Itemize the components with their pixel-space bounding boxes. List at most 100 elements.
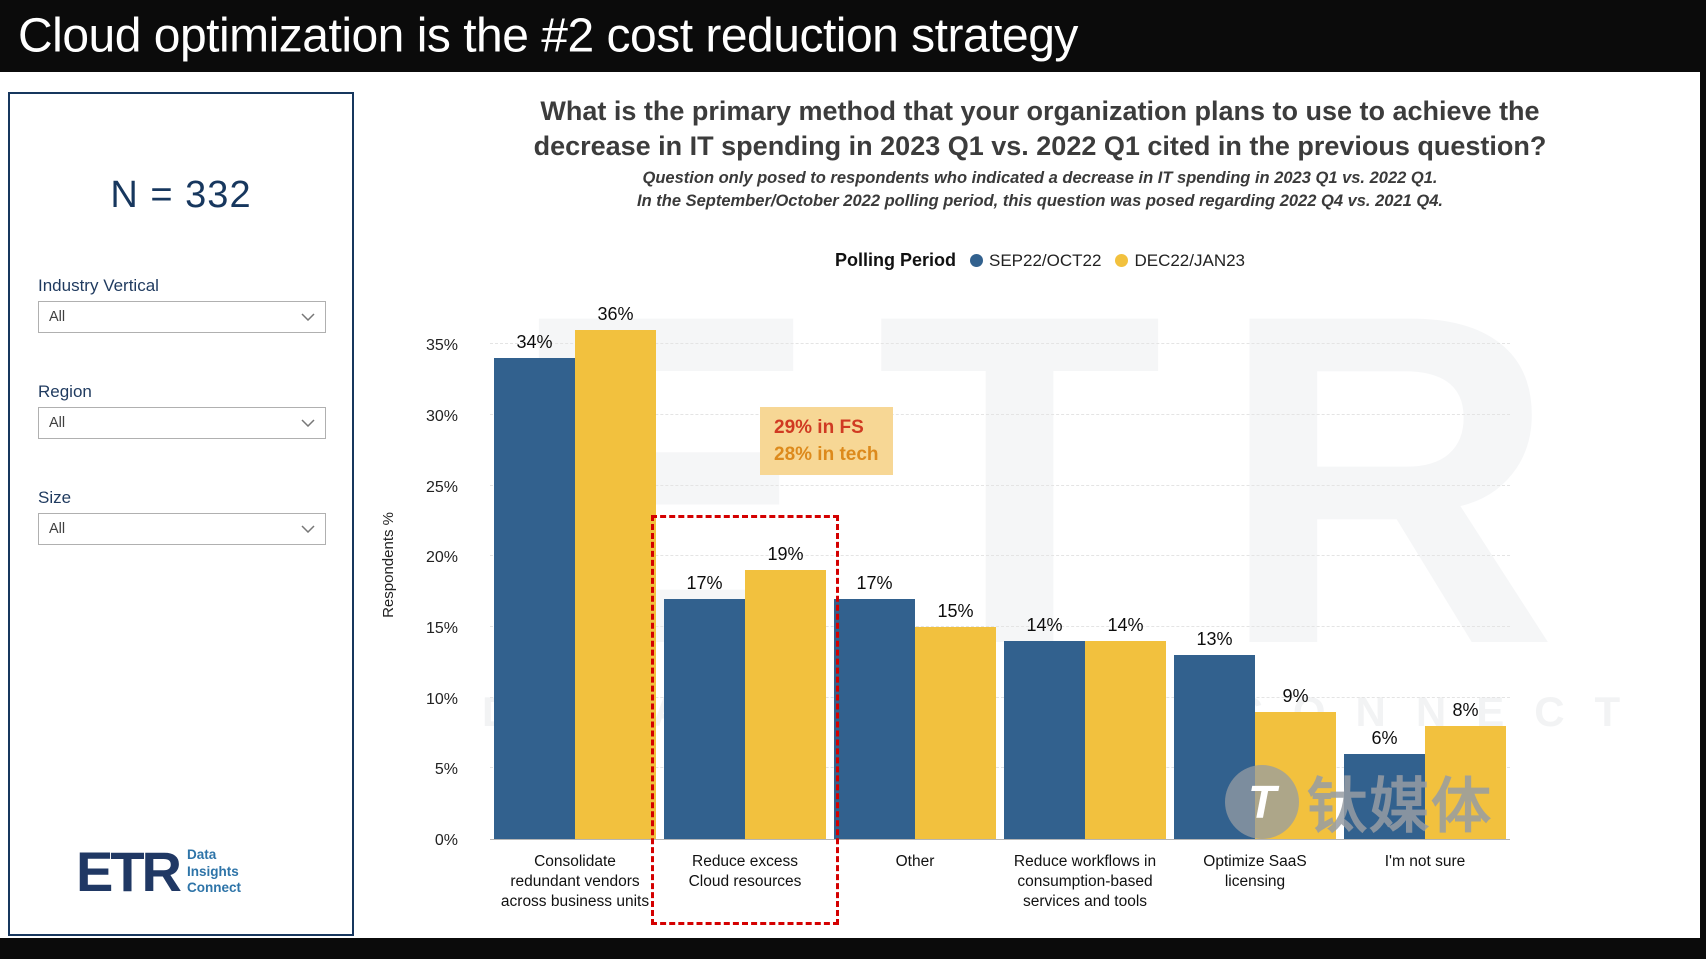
y-tick-label: 30% <box>425 408 458 425</box>
bar-dec22-jan23[interactable] <box>1085 641 1166 839</box>
legend-title: Polling Period <box>834 250 956 270</box>
category-label: Other <box>895 853 935 870</box>
bar-value-label: 14% <box>1107 615 1144 636</box>
bar-dec22-jan23[interactable] <box>915 627 996 839</box>
bar-group: 34% 36% <box>490 304 660 839</box>
chart-subtitle: Question only posed to respondents who i… <box>400 167 1680 213</box>
bar-value-label: 6% <box>1371 728 1398 749</box>
bar-value-label: 8% <box>1452 699 1479 720</box>
tagline-line: Connect <box>187 880 241 896</box>
bar-dec22-jan23[interactable] <box>745 570 826 839</box>
bar-value-label: 14% <box>1026 615 1063 636</box>
chart-subtitle-line2: In the September/October 2022 polling pe… <box>637 192 1443 210</box>
bar-wrap: 14% <box>1085 615 1166 839</box>
y-tick-label: 25% <box>425 478 458 496</box>
y-tick-label: 0% <box>434 832 458 849</box>
banner-title: Cloud optimization is the #2 cost reduct… <box>18 9 1078 63</box>
bar-sep22-oct22[interactable] <box>1004 641 1085 839</box>
annotation-callout: 29% in FS 28% in tech <box>760 407 893 475</box>
bar-wrap: 36% <box>575 304 656 839</box>
filter-label-industry-vertical: Industry Vertical <box>38 276 159 295</box>
chart-subtitle-line1: Question only posed to respondents who i… <box>642 169 1438 187</box>
legend: Polling Period SEP22/OCT22 DEC22/JAN23 <box>400 250 1680 271</box>
bar-wrap: 8% <box>1425 700 1506 839</box>
y-axis-label: Respondents % <box>380 512 397 618</box>
bar-value-label: 36% <box>597 304 634 325</box>
watermark-tmtpost: T 钛媒体 <box>1225 758 1493 845</box>
bar-sep22-oct22[interactable] <box>1344 754 1425 839</box>
y-tick-label: 15% <box>425 620 458 637</box>
chevron-down-icon <box>301 520 315 538</box>
bar-wrap: 17% <box>834 573 915 839</box>
region-dropdown[interactable]: All <box>38 407 326 439</box>
y-tick-label: 35% <box>425 337 458 355</box>
bar-group: 17% 19% <box>660 310 830 839</box>
industry-vertical-value: All <box>49 309 66 325</box>
chart-title-line1: What is the primary method that your org… <box>540 96 1540 126</box>
bar-value-label: 9% <box>1282 685 1309 706</box>
category-axis: Consolidate redundant vendors across bus… <box>490 852 1510 912</box>
legend-dot-blue-icon <box>970 254 983 267</box>
legend-label: SEP22/OCT22 <box>989 250 1102 270</box>
bar-wrap: 34% <box>494 332 575 839</box>
region-value: All <box>49 415 66 431</box>
annotation-line-2: 28% in tech <box>774 444 879 465</box>
chart-title: What is the primary method that your org… <box>400 94 1680 164</box>
gridline <box>490 555 1510 557</box>
tagline-line: Data <box>187 846 217 862</box>
bar-value-label: 34% <box>516 332 553 353</box>
y-tick-label: 20% <box>425 549 458 567</box>
bar-sep22-oct22[interactable] <box>494 358 575 839</box>
sample-size: N = 332 <box>110 174 252 216</box>
gridline <box>490 626 1510 627</box>
size-dropdown[interactable]: All <box>38 513 326 545</box>
chevron-down-icon <box>301 414 315 432</box>
tmtpost-logo-icon: T <box>1225 764 1299 839</box>
annotation-line-1: 29% in FS <box>774 417 864 438</box>
bar-value-label: 13% <box>1196 629 1233 650</box>
y-tick-label: 5% <box>434 761 458 779</box>
bar-wrap: 6% <box>1344 728 1425 839</box>
bar-value-label: 17% <box>856 572 893 593</box>
size-value: All <box>49 521 66 537</box>
bar-group: 17% 15% <box>830 310 1000 839</box>
etr-logo: ETR Data Insights Connect <box>76 844 241 900</box>
right-edge-strip <box>1700 0 1706 959</box>
bar-group: 14% 14% <box>1000 310 1170 839</box>
chevron-down-icon <box>301 308 315 326</box>
tagline-line: Insights <box>187 863 239 879</box>
bar-wrap: 14% <box>1004 615 1085 839</box>
bar-value-label: 17% <box>686 572 723 593</box>
chart-title-line2: decrease in IT spending in 2023 Q1 vs. 2… <box>533 131 1547 161</box>
gridline <box>490 414 1510 415</box>
category-label: Reduce excess Cloud resources <box>688 853 802 890</box>
bar-wrap: 15% <box>915 601 996 839</box>
filter-panel: N = 332 Industry Vertical All Region All… <box>8 92 354 936</box>
legend-dot-yellow-icon <box>1115 254 1129 267</box>
filter-label-region: Region <box>38 382 92 401</box>
bar-group: 6% 8% <box>1340 310 1510 839</box>
bar-dec22-jan23[interactable] <box>575 330 656 839</box>
bar-value-label: 19% <box>767 544 804 565</box>
tmtpost-logo-text: 钛媒体 <box>1307 773 1493 840</box>
gridline <box>490 696 1510 698</box>
legend-item-sep22oct22[interactable]: SEP22/OCT22 <box>970 251 1101 271</box>
category-label: Reduce workflows in consumption-based se… <box>1013 853 1157 910</box>
bar-sep22-oct22[interactable] <box>834 598 915 839</box>
legend-label: DEC22/JAN23 <box>1134 250 1246 270</box>
category-label: Optimize SaaS licensing <box>1203 853 1307 890</box>
bar-wrap: 17% <box>664 573 745 839</box>
etr-logo-tagline: Data Insights Connect <box>187 847 241 898</box>
industry-vertical-dropdown[interactable]: All <box>38 301 326 333</box>
bar-dec22-jan23[interactable] <box>1425 725 1506 839</box>
legend-item-dec22jan23[interactable]: DEC22/JAN23 <box>1115 251 1245 271</box>
etr-logo-text: ETR <box>76 840 182 903</box>
banner: Cloud optimization is the #2 cost reduct… <box>0 0 1706 72</box>
bar-sep22-oct22[interactable] <box>664 598 745 839</box>
bottom-edge-strip <box>0 938 1706 959</box>
bar-value-label: 15% <box>937 601 974 621</box>
filter-label-size: Size <box>38 488 72 507</box>
bar-wrap: 19% <box>745 544 826 839</box>
category-label: I'm not sure <box>1384 853 1466 870</box>
